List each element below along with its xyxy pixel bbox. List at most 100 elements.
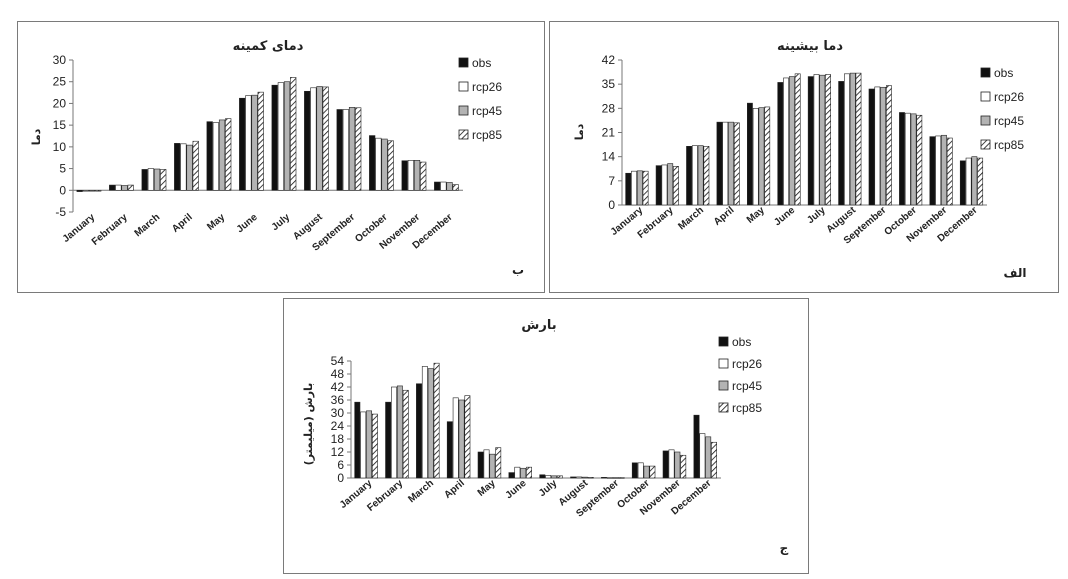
- legend-label-rcp26: rcp26: [472, 80, 502, 94]
- bar-rcp85-september: [886, 85, 892, 206]
- bar-rcp85-march: [433, 362, 440, 479]
- panel-tag: ب: [512, 263, 524, 277]
- y-tick-label: 0: [59, 183, 66, 197]
- bar-rcp45-january: [636, 170, 643, 206]
- y-tick-label: 18: [331, 432, 345, 446]
- bar-rcp85-february: [127, 184, 134, 191]
- bar-obs-may: [747, 102, 753, 206]
- bar-rcp45-february: [667, 163, 674, 206]
- bar-obs-may: [206, 121, 213, 191]
- legend-swatch-rcp45: [718, 380, 729, 391]
- bar-obs-february: [109, 184, 116, 191]
- bar-rcp26-may: [752, 108, 759, 206]
- bar-obs-may: [477, 451, 484, 479]
- x-tick-label-may: May: [476, 478, 498, 499]
- bar-rcp26-november: [668, 449, 675, 479]
- x-tick-label-july: July: [805, 205, 828, 227]
- bar-rcp45-september: [348, 107, 356, 191]
- bar-rcp45-september: [880, 86, 887, 206]
- bar-rcp26-june: [245, 95, 252, 191]
- bar-rcp85-may: [764, 106, 771, 206]
- bar-rcp85-june: [794, 73, 801, 206]
- bar-rcp45-february: [121, 185, 128, 191]
- y-tick-label: 42: [602, 53, 616, 67]
- bar-rcp85-october: [916, 114, 923, 206]
- bar-obs-october: [369, 135, 376, 191]
- legend-swatch-obs: [458, 57, 469, 68]
- y-tick-label: 36: [331, 393, 345, 407]
- bar-rcp45-december: [446, 182, 453, 191]
- y-tick-label: 30: [53, 53, 67, 67]
- x-tick-label-june: June: [235, 212, 260, 236]
- bar-obs-september: [868, 88, 875, 206]
- y-tick-label: 12: [331, 445, 345, 459]
- bar-rcp45-january: [366, 410, 372, 479]
- bar-rcp85-july: [556, 475, 563, 479]
- bar-obs-march: [141, 169, 148, 191]
- y-tick-label: 42: [331, 380, 345, 394]
- legend-label-rcp85: rcp85: [472, 128, 502, 142]
- legend-swatch-rcp45: [980, 115, 991, 126]
- bar-rcp26-may: [212, 122, 219, 191]
- bar-rcp26-february: [661, 164, 668, 206]
- legend-label-obs: obs: [732, 335, 751, 349]
- bar-rcp26-may: [483, 449, 490, 479]
- bar-obs-august: [570, 476, 577, 479]
- chart-title: دمای کمینه: [233, 39, 304, 54]
- bar-rcp26-august: [310, 87, 317, 191]
- bar-rcp26-february: [115, 184, 122, 191]
- bar-rcp85-april: [733, 122, 740, 206]
- bar-rcp85-november: [680, 454, 687, 479]
- legend-label-rcp45: rcp45: [994, 114, 1024, 128]
- bar-rcp26-october: [904, 112, 911, 206]
- bar-rcp85-march: [703, 146, 710, 206]
- bar-rcp45-september: [612, 477, 619, 479]
- bar-rcp45-april: [728, 121, 734, 206]
- legend-label-rcp85: rcp85: [732, 401, 762, 415]
- bar-rcp85-august: [587, 477, 594, 479]
- bar-rcp85-october: [387, 140, 394, 191]
- bar-rcp26-march: [691, 145, 698, 206]
- legend-swatch-obs: [980, 67, 991, 78]
- bar-rcp26-january: [82, 189, 89, 192]
- bar-rcp45-november: [941, 134, 947, 206]
- bar-rcp45-june: [520, 467, 527, 479]
- bar-rcp85-september: [618, 477, 625, 479]
- legend-swatch-rcp45: [458, 105, 469, 116]
- bar-obs-march: [686, 146, 692, 206]
- y-tick-label: 10: [53, 140, 67, 154]
- bar-rcp45-october: [643, 465, 650, 479]
- bar-obs-april: [174, 143, 181, 191]
- bar-rcp26-december: [699, 433, 706, 479]
- bar-rcp85-june: [257, 91, 264, 191]
- bar-obs-november: [401, 160, 408, 191]
- bar-rcp26-april: [722, 121, 729, 206]
- bar-rcp45-july: [819, 74, 826, 206]
- bar-obs-april: [716, 121, 723, 206]
- bar-rcp45-january: [88, 189, 96, 192]
- bar-rcp45-august: [581, 476, 588, 479]
- bar-obs-july: [807, 76, 814, 206]
- bar-rcp85-january: [371, 413, 378, 479]
- legend-swatch-rcp26: [458, 81, 469, 92]
- bar-rcp85-january: [642, 170, 649, 206]
- panel-tag: ج: [780, 541, 789, 555]
- x-tick-label-march: March: [133, 212, 163, 239]
- bar-rcp45-may: [489, 453, 496, 479]
- bar-rcp45-october: [381, 138, 388, 191]
- bar-rcp26-july: [277, 82, 284, 191]
- bar-rcp85-september: [355, 107, 362, 191]
- y-tick-label: -5: [55, 205, 66, 219]
- y-tick-label: 7: [608, 174, 615, 188]
- bar-rcp26-august: [844, 73, 850, 206]
- bar-obs-august: [838, 81, 845, 206]
- bar-obs-january: [76, 189, 83, 192]
- bar-rcp45-march: [427, 368, 434, 479]
- legend-swatch-rcp85: [458, 129, 469, 140]
- legend-swatch-rcp85: [980, 139, 991, 150]
- bar-rcp26-march: [147, 168, 154, 191]
- y-tick-label: 21: [602, 126, 616, 140]
- y-tick-label: 30: [331, 406, 345, 420]
